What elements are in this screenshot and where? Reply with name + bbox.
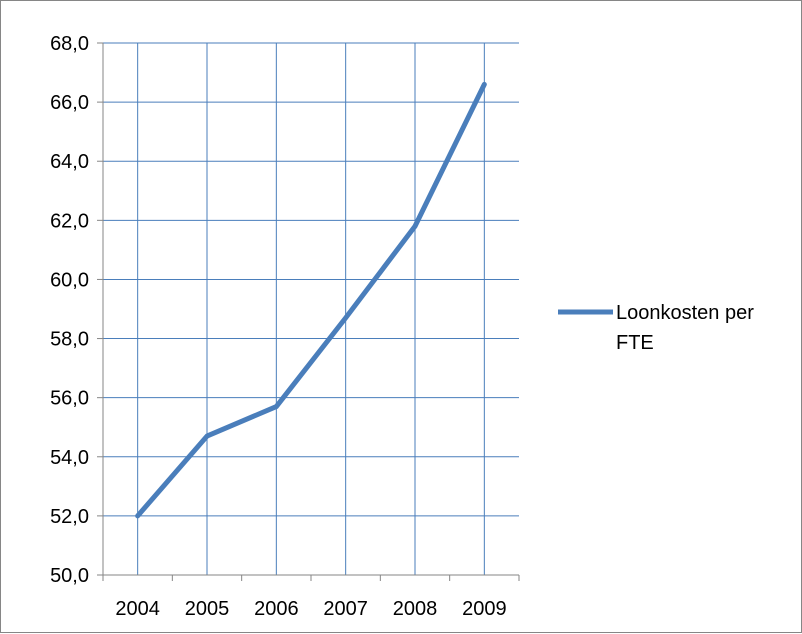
x-tick-label: 2009 [462, 598, 507, 620]
legend: Loonkosten per FTE [558, 302, 754, 354]
y-tick-label: 66,0 [50, 92, 89, 114]
y-tick-label: 52,0 [50, 506, 89, 528]
vertical-gridlines [102, 43, 520, 581]
legend-label-line1: Loonkosten per [616, 302, 754, 324]
x-tick-label: 2008 [393, 598, 438, 620]
y-tick-label: 60,0 [50, 269, 89, 291]
x-tick-label: 2007 [323, 598, 368, 620]
y-tick-label: 56,0 [50, 388, 89, 410]
y-tick-label: 50,0 [50, 565, 89, 587]
horizontal-gridlines [97, 42, 519, 576]
series-line [135, 81, 487, 519]
x-tick-label: 2006 [254, 598, 299, 620]
x-tick-label: 2005 [185, 598, 230, 620]
x-axis-tick-labels: 2004 2005 2006 2007 2008 2009 [115, 598, 506, 620]
y-tick-label: 58,0 [50, 329, 89, 351]
legend-label-line2: FTE [616, 332, 654, 354]
x-tick-label: 2004 [115, 598, 160, 620]
y-tick-label: 68,0 [50, 33, 89, 55]
y-tick-label: 64,0 [50, 151, 89, 173]
series-lines [135, 81, 487, 519]
y-tick-label: 54,0 [50, 447, 89, 469]
axes [102, 43, 519, 576]
y-tick-label: 62,0 [50, 210, 89, 232]
y-axis-tick-labels: 50,0 52,0 54,0 56,0 58,0 60,0 62,0 64,0 66,0 68,0 [50, 33, 89, 587]
